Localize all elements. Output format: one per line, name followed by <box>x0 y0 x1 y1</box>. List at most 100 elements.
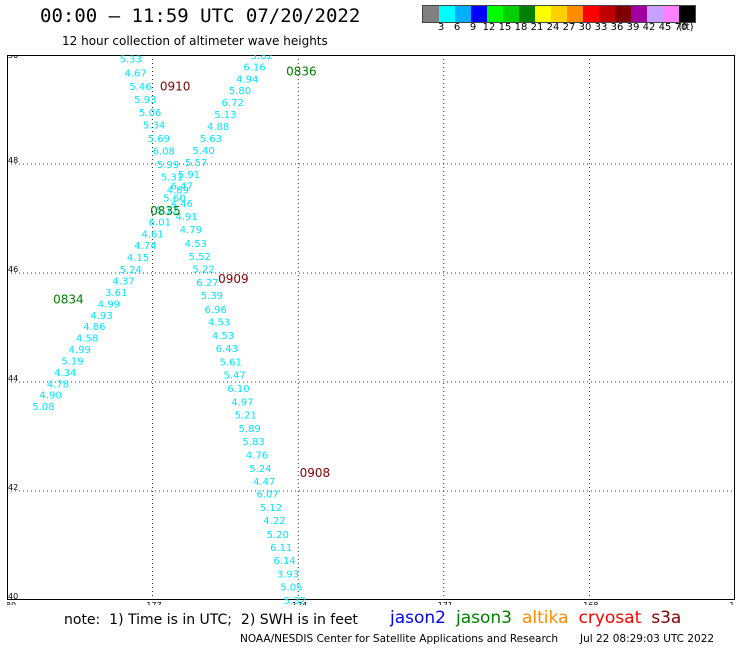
pass-time-labels: 0910 0836 0835 0909 0834 0908 0907 <box>53 65 367 605</box>
color-swatch <box>647 6 663 22</box>
latitude-tick-label: 50 <box>8 55 18 60</box>
color-scale-label: 33 <box>594 22 608 33</box>
wave-height-value: 6.14 <box>273 556 295 567</box>
color-swatch <box>519 6 535 22</box>
wave-height-value: 4.74 <box>134 241 156 252</box>
color-scale-label: 45 <box>658 22 672 33</box>
wave-height-value: 6.08 <box>153 147 175 158</box>
wave-height-value: 4.61 <box>141 230 163 241</box>
wave-height-value: 4.22 <box>263 516 285 527</box>
color-swatch <box>487 6 503 22</box>
satellite-tracks: 5.33 4.67 5.46 5.93 5.06 5.34 5.69 6.08 5.995.31… <box>32 55 306 605</box>
wave-height-value: 4.79 <box>180 225 202 236</box>
pass-time-label: 0909 <box>218 272 249 286</box>
wave-height-map: -180 -177 -174 -171 -168 -16 50 48 46 44 42 40 5.33… <box>7 55 735 605</box>
credit-line: NOAA/NESDIS Center for Satellite Applica… <box>240 633 558 645</box>
map-grid <box>7 55 735 600</box>
color-scale-label: 24 <box>546 22 560 33</box>
color-scale-label: 70 <box>674 22 688 33</box>
wave-height-value: 6.27 <box>196 278 218 289</box>
color-scale-label: 21 <box>530 22 544 33</box>
wave-height-value: 5.21 <box>235 411 257 422</box>
longitude-tick-label: -171 <box>435 601 453 605</box>
wave-height-value: 5.69 <box>148 134 170 145</box>
color-swatch <box>663 6 679 22</box>
color-scale-label: (ft) <box>678 22 694 33</box>
color-scale-label: 9 <box>469 22 477 33</box>
wave-height-value: 4.94 <box>236 74 258 85</box>
color-swatch <box>503 6 519 22</box>
wave-height-value: 5.93 <box>134 95 156 106</box>
wave-height-value: 5.12 <box>260 503 282 514</box>
longitude-tick-label: -168 <box>580 601 598 605</box>
latitude-tick-label: 44 <box>8 374 18 383</box>
color-scale-label: 42 <box>642 22 656 33</box>
wave-height-value: 4.46 <box>171 199 193 210</box>
wave-height-value: 5.91 <box>178 170 200 181</box>
wave-height-value: 4.86 <box>83 322 105 333</box>
wave-height-value: 5.40 <box>192 146 214 157</box>
latitude-tick-label: 48 <box>8 156 18 165</box>
wave-height-value: 5.19 <box>61 357 83 368</box>
wave-height-value: 4.99 <box>69 345 91 356</box>
wave-height-value: 4.99 <box>98 299 120 310</box>
wave-height-value: 4.90 <box>40 390 62 401</box>
satellite-track: 5.33 4.67 5.46 5.93 5.06 5.34 5.69 6.08 5.995.31… <box>120 55 306 605</box>
legend-item-altika: altika <box>522 608 569 628</box>
wave-height-value: 6.96 <box>205 305 227 316</box>
color-scale-label: 39 <box>626 22 640 33</box>
wave-height-value: 4.34 <box>54 368 76 379</box>
map-axis-ticks: -180 -177 -174 -171 -168 -16 50 48 46 44 42 40 <box>7 55 735 605</box>
pass-time-label: 0836 <box>286 65 317 79</box>
map-subtitle: 12 hour collection of altimeter wave hei… <box>62 34 328 48</box>
wave-height-value: 6.01 <box>149 218 171 229</box>
color-scale-label: 27 <box>562 22 576 33</box>
wave-height-value: 4.67 <box>124 68 146 79</box>
pass-time-label: 0834 <box>53 293 84 307</box>
wave-height-value: 5.39 <box>201 291 223 302</box>
wave-height-value: 6.10 <box>227 384 249 395</box>
color-swatch <box>599 6 615 22</box>
wave-height-value: 5.34 <box>143 121 165 132</box>
wave-height-value: 5.13 <box>214 110 236 121</box>
color-swatch <box>535 6 551 22</box>
wave-height-value: 4.89 <box>167 185 189 196</box>
wave-height-value: 5.52 <box>189 252 211 263</box>
longitude-tick-label: -180 <box>7 601 16 605</box>
color-swatch <box>455 6 471 22</box>
wave-height-value: 5.80 <box>229 86 251 97</box>
latitude-tick-label: 40 <box>8 592 18 601</box>
wave-height-value: 4.97 <box>231 397 253 408</box>
color-scale-label: 36 <box>610 22 624 33</box>
wave-height-value: 6.07 <box>256 490 278 501</box>
color-scale-label: 30 <box>578 22 592 33</box>
wave-height-value: 4.78 <box>47 379 69 390</box>
wave-height-value: 5.60 <box>163 194 185 205</box>
longitude-tick-label: -16 <box>726 601 735 605</box>
satellite-track: 5.826.164.945.806.725.134.885.635.405.57… <box>32 55 273 413</box>
wave-height-value: 4.53 <box>212 331 234 342</box>
wave-height-value: 5.89 <box>239 424 261 435</box>
wave-height-value: 3.93 <box>277 570 299 581</box>
color-swatch <box>439 6 455 22</box>
legend-item-s3a: s3a <box>651 608 682 628</box>
wave-height-value: 6.72 <box>222 98 244 109</box>
pass-time-label: 0907 <box>337 604 368 605</box>
wave-height-value: 4.58 <box>76 334 98 345</box>
wave-height-value: 5.12 <box>156 206 178 217</box>
color-swatch <box>551 6 567 22</box>
latitude-tick-label: 42 <box>8 483 18 492</box>
color-swatch <box>567 6 583 22</box>
wave-height-value: 5.57 <box>185 158 207 169</box>
wave-height-value: 5.61 <box>220 358 242 369</box>
color-swatch <box>583 6 599 22</box>
footer-note: note: 1) Time is in UTC; 2) SWH is in fe… <box>64 612 358 628</box>
wave-height-value: 6.47 <box>171 182 193 193</box>
wave-height-value: 5.24 <box>249 464 271 475</box>
color-swatch <box>679 6 695 22</box>
wave-height-value: 4.15 <box>127 253 149 264</box>
map-frame <box>7 55 735 600</box>
color-swatch <box>471 6 487 22</box>
color-scale-label: 15 <box>498 22 512 33</box>
pass-time-label: 0908 <box>300 466 331 480</box>
